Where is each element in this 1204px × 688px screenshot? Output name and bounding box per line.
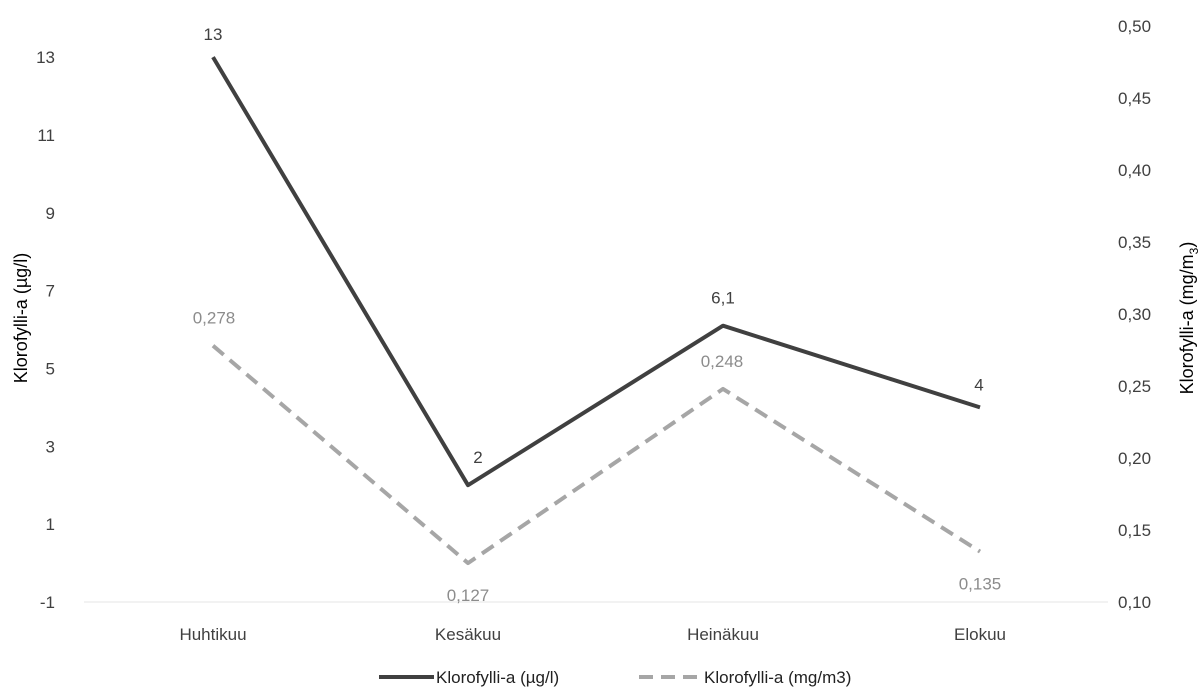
series-line-1	[211, 56, 981, 488]
x-tick-label: Kesäkuu	[435, 625, 501, 644]
data-label: 0,248	[701, 352, 744, 371]
data-label: 0,135	[959, 575, 1002, 594]
left-tick-label: 9	[46, 204, 55, 223]
series-layer: 13 2 6,1 4 0,278 0,127 0,248 0,135	[193, 25, 1002, 605]
right-tick-label: 0,45	[1118, 89, 1151, 108]
data-label: 0,278	[193, 309, 236, 328]
right-axis-title-main: Klorofylli-a (mg/m	[1177, 254, 1197, 394]
left-axis-title: Klorofylli-a (µg/l)	[11, 253, 31, 383]
x-tick-label: Elokuu	[954, 625, 1006, 644]
right-tick-label: 0,20	[1118, 449, 1151, 468]
data-label: 2	[473, 448, 482, 467]
right-tick-label: 0,35	[1118, 233, 1151, 252]
right-tick-label: 0,30	[1118, 305, 1151, 324]
right-axis-ticks: 0,10 0,15 0,20 0,25 0,30 0,35 0,40 0,45 0,50	[1118, 17, 1151, 612]
data-label: 13	[204, 25, 223, 44]
legend-label-series-1: Klorofylli-a (µg/l)	[436, 668, 559, 687]
right-tick-label: 0,15	[1118, 521, 1151, 540]
data-label: 6,1	[711, 289, 735, 308]
left-tick-label: 5	[46, 359, 55, 378]
x-axis-ticks: Huhtikuu Kesäkuu Heinäkuu Elokuu	[179, 625, 1006, 644]
legend: Klorofylli-a (µg/l) Klorofylli-a (mg/m3)	[379, 668, 851, 687]
right-tick-label: 0,10	[1118, 593, 1151, 612]
data-label: 0,127	[447, 586, 490, 605]
right-axis-title-subscript: 3	[1187, 247, 1201, 254]
data-label: 4	[974, 375, 983, 394]
right-axis-title-end: )	[1177, 242, 1197, 248]
right-axis-title: Klorofylli-a (mg/m3)	[1177, 242, 1201, 395]
series-line-2	[211, 344, 982, 566]
left-tick-label: 11	[37, 126, 55, 145]
left-tick-label: 7	[46, 282, 55, 301]
left-tick-label: 1	[46, 515, 55, 534]
right-tick-label: 0,50	[1118, 17, 1151, 36]
left-tick-label: -1	[40, 593, 55, 612]
right-tick-label: 0,40	[1118, 161, 1151, 180]
legend-label-series-2: Klorofylli-a (mg/m3)	[704, 668, 851, 687]
left-tick-label: 13	[36, 48, 55, 67]
right-tick-label: 0,25	[1118, 377, 1151, 396]
left-tick-label: 3	[46, 437, 55, 456]
x-tick-label: Huhtikuu	[179, 625, 246, 644]
x-tick-label: Heinäkuu	[687, 625, 759, 644]
